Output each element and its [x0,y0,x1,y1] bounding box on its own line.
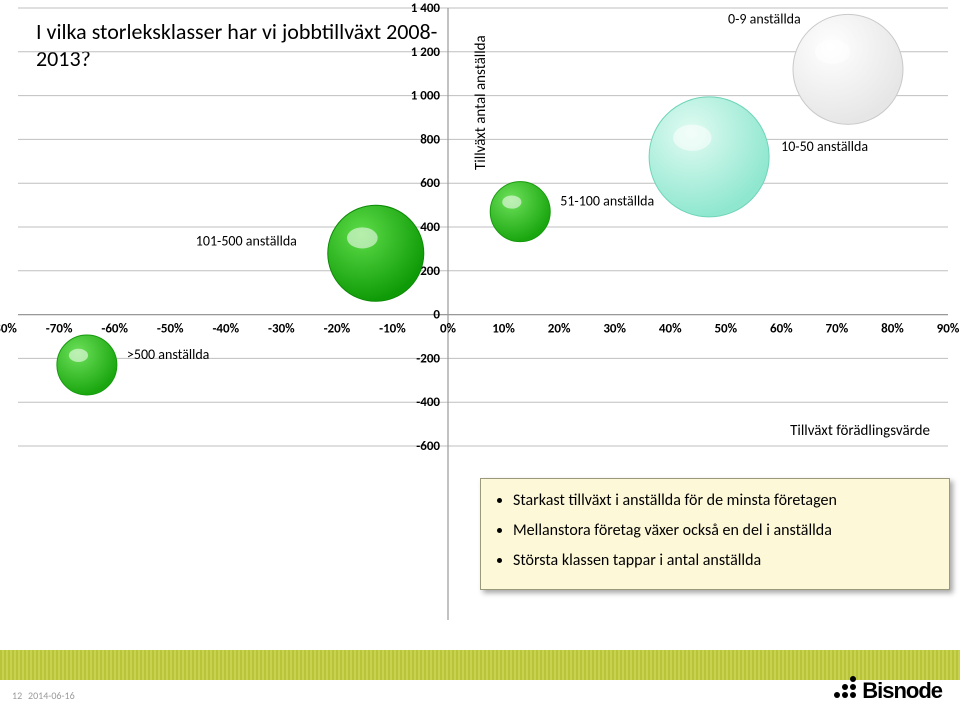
svg-text:0%: 0% [440,322,457,337]
page-number: 12 [12,689,22,702]
svg-text:-60%: -60% [101,322,128,337]
svg-text:-20%: -20% [324,322,351,337]
svg-text:600: 600 [420,176,440,191]
svg-text:80%: 80% [881,322,904,337]
svg-text:101-500 anställda: 101-500 anställda [196,232,297,249]
svg-text:800: 800 [420,132,440,147]
svg-text:-400: -400 [416,395,440,410]
brand-logo: Bisnode [834,676,942,704]
annotation-bullet: Mellanstora företag växer också en del i… [513,519,935,543]
footer-decoration [0,650,960,680]
svg-text:-50%: -50% [157,322,184,337]
svg-text:40%: 40% [659,322,682,337]
svg-text:400: 400 [420,220,440,235]
svg-text:60%: 60% [770,322,793,337]
svg-text:-40%: -40% [212,322,239,337]
svg-text:-600: -600 [416,439,440,454]
svg-text:30%: 30% [603,322,626,337]
svg-text:-10%: -10% [379,322,406,337]
svg-text:-30%: -30% [268,322,295,337]
svg-text:>500 anställda: >500 anställda [127,346,210,363]
annotation-box: Starkast tillväxt i anställda för de min… [480,478,950,590]
svg-text:1 400: 1 400 [411,1,441,16]
svg-text:70%: 70% [826,322,849,337]
annotation-bullet: Största klassen tappar i antal anställda [513,549,935,573]
svg-text:10%: 10% [492,322,515,337]
svg-text:20%: 20% [548,322,571,337]
svg-text:1 000: 1 000 [411,89,441,104]
svg-text:0: 0 [433,308,440,323]
logo-dots-icon [834,676,860,700]
svg-text:50%: 50% [714,322,737,337]
annotation-bullet: Starkast tillväxt i anställda för de min… [513,489,935,513]
svg-text:10-50 anställda: 10-50 anställda [781,138,868,155]
svg-text:-80%: -80% [0,322,17,337]
svg-text:1 200: 1 200 [411,45,441,60]
page-date: 2014-06-16 [28,689,75,702]
svg-text:200: 200 [420,264,440,279]
logo-text: Bisnode [862,678,942,703]
y-axis-title: Tillväxt antal anställda [472,35,490,170]
svg-text:-70%: -70% [46,322,73,337]
svg-text:0-9 anställda: 0-9 anställda [728,10,801,27]
svg-text:51-100 anställda: 51-100 anställda [560,193,654,210]
x-axis-title: Tillväxt förädlingsvärde [790,422,930,440]
svg-text:90%: 90% [937,322,960,337]
svg-text:-200: -200 [416,351,440,366]
